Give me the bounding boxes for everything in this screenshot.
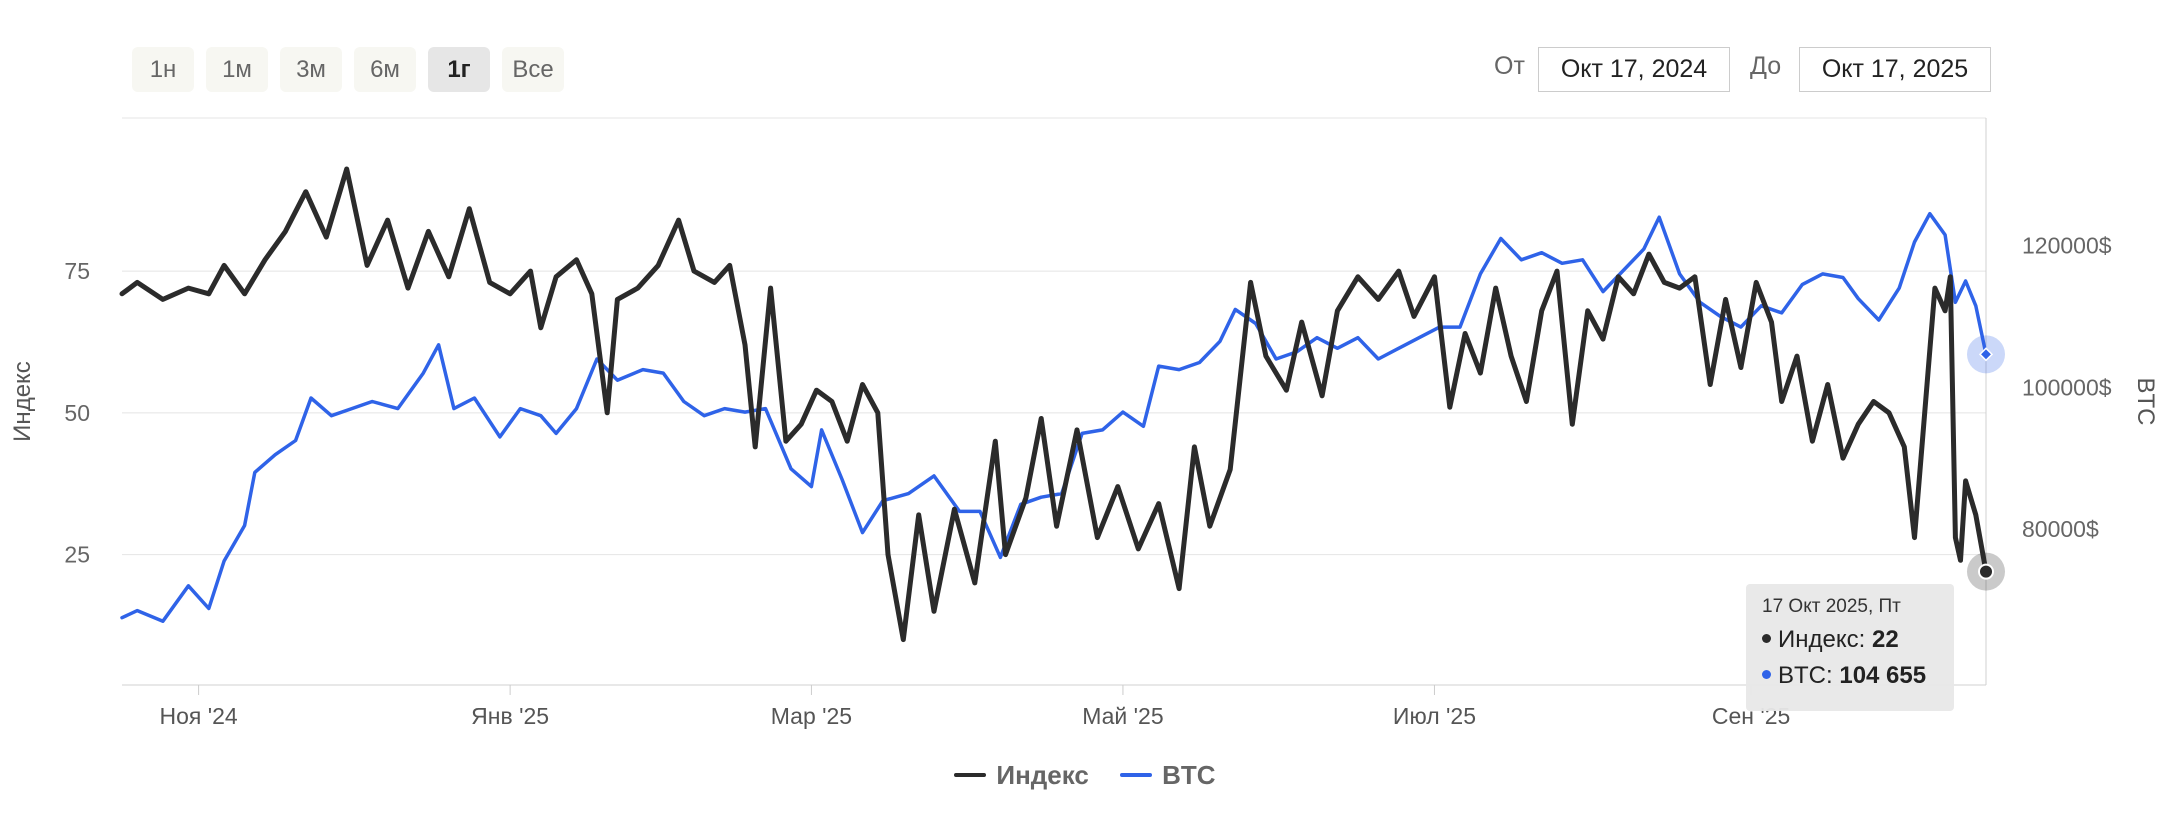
y-right-tick-label: 100000$ bbox=[2022, 374, 2112, 400]
tooltip-index-row: Индекс: 22 bbox=[1762, 626, 1899, 654]
y-right-tick-label: 80000$ bbox=[2022, 516, 2099, 542]
tooltip: 17 Окт 2025, Пт Индекс: 22 BTC: 104 655 bbox=[1746, 584, 1954, 711]
legend-item-index[interactable]: Индекс bbox=[954, 760, 1089, 791]
tooltip-btc-label: BTC: bbox=[1778, 662, 1840, 689]
tooltip-index-label: Индекс: bbox=[1778, 626, 1872, 653]
tooltip-btc-dot bbox=[1762, 670, 1771, 680]
date-from-input[interactable] bbox=[1538, 47, 1730, 92]
x-tick-label: Май '25 bbox=[1082, 703, 1163, 729]
legend-item-btc[interactable]: BTC bbox=[1120, 760, 1216, 791]
range-button-all[interactable]: Все bbox=[502, 47, 564, 92]
series-lines bbox=[119, 166, 1989, 643]
y-right-axis-title: BTC bbox=[2132, 378, 2159, 426]
tooltip-date: 17 Окт 2025, Пт bbox=[1762, 596, 1901, 617]
y-left-tick-label: 75 bbox=[64, 258, 90, 284]
range-button-1w[interactable]: 1н bbox=[132, 47, 194, 92]
legend-swatch-btc bbox=[1120, 773, 1153, 778]
end-markers bbox=[1967, 335, 2005, 591]
x-tick-label: Янв '25 bbox=[471, 703, 549, 729]
range-button-1y[interactable]: 1г bbox=[428, 47, 490, 92]
tooltip-index-dot bbox=[1762, 634, 1771, 644]
x-tick-label: Ноя '24 bbox=[159, 703, 237, 729]
marker-btc-point bbox=[1978, 347, 1994, 362]
y-left-axis-title: Индекс bbox=[9, 361, 36, 442]
tooltip-index-value: 22 bbox=[1871, 626, 1899, 653]
y-left-tick-label: 25 bbox=[64, 542, 90, 568]
grid-lines bbox=[122, 117, 1986, 556]
range-button-1m[interactable]: 1м bbox=[206, 47, 268, 92]
legend: Индекс BTC bbox=[0, 760, 2170, 791]
legend-label-btc: BTC bbox=[1162, 760, 1216, 790]
series-line-index bbox=[119, 166, 1989, 643]
tooltip-btc-row: BTC: 104 655 bbox=[1762, 662, 1926, 690]
date-from-label: От bbox=[1494, 52, 1525, 80]
x-tick-label: Мар '25 bbox=[771, 703, 852, 729]
date-to-label: До bbox=[1750, 52, 1782, 80]
range-button-3m[interactable]: 3м bbox=[280, 47, 342, 92]
axes: 25 50 75 80000$ 100000$ 120000$ Ноя '24 Янв '25… bbox=[9, 118, 2159, 729]
x-tick-label: Июл '25 bbox=[1393, 703, 1476, 729]
y-right-tick-label: 120000$ bbox=[2022, 233, 2112, 259]
date-to-input[interactable] bbox=[1799, 47, 1991, 92]
range-button-6m[interactable]: 6м bbox=[354, 47, 416, 92]
y-left-tick-label: 50 bbox=[64, 400, 90, 426]
legend-swatch-index bbox=[954, 773, 987, 778]
tooltip-btc-value: 104 655 bbox=[1839, 662, 1927, 689]
marker-index-point bbox=[1978, 563, 1994, 580]
legend-label-index: Индекс bbox=[996, 760, 1089, 790]
